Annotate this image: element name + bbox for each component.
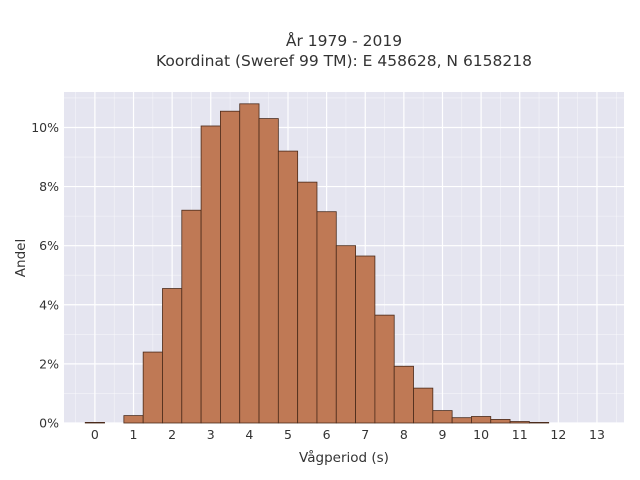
y-tick-label: 0% (39, 416, 59, 431)
x-tick-label: 12 (550, 427, 566, 442)
title-line-2: Koordinat (Sweref 99 TM): E 458628, N 61… (156, 52, 532, 70)
histogram-bar (200, 125, 221, 424)
x-axis-title: Vågperiod (s) (299, 449, 389, 466)
x-axis-ticks: 0 1 2 3 4 5 6 7 8 9 10 11 12 13 (91, 427, 605, 442)
y-tick-label: 6% (39, 238, 59, 253)
x-tick-label: 11 (512, 427, 528, 442)
x-tick-label: 6 (323, 427, 331, 442)
histogram-bar (432, 410, 453, 424)
histogram-bar (162, 288, 183, 424)
histogram-bar (528, 422, 550, 424)
histogram-bar (220, 110, 241, 424)
x-tick-label: 0 (91, 427, 99, 442)
histogram-bar (393, 365, 414, 424)
histogram-bar (277, 150, 299, 424)
histogram-bar (258, 118, 279, 424)
y-tick-label: 4% (39, 297, 59, 312)
x-tick-label: 1 (130, 427, 138, 442)
chart-title: År 1979 - 2019 Koordinat (Sweref 99 TM):… (156, 31, 532, 70)
x-tick-label: 7 (361, 427, 369, 442)
x-tick-label: 10 (473, 427, 489, 442)
histogram-bar (355, 255, 376, 424)
x-tick-label: 8 (400, 427, 408, 442)
histogram-bar (239, 103, 260, 424)
x-tick-label: 4 (245, 427, 253, 442)
histogram-bar (142, 351, 163, 424)
histogram-bar (84, 422, 105, 424)
histogram-bar (490, 419, 511, 424)
y-tick-label: 8% (39, 179, 59, 194)
x-tick-label: 9 (439, 427, 447, 442)
histogram-bar (471, 416, 492, 424)
histogram-bar (123, 415, 144, 424)
y-axis-ticks: 0% 2% 4% 6% 8% 10% (31, 120, 59, 431)
histogram-bar (316, 211, 337, 424)
bars (84, 103, 550, 424)
x-tick-label: 2 (168, 427, 176, 442)
histogram-bar (451, 417, 472, 424)
x-tick-label: 5 (284, 427, 292, 442)
x-tick-label: 13 (589, 427, 605, 442)
y-axis-title: Andel (13, 239, 29, 277)
y-tick-label: 2% (39, 356, 59, 371)
histogram-bar (297, 181, 318, 424)
y-tick-label: 10% (31, 120, 59, 135)
title-line-1: År 1979 - 2019 (286, 31, 402, 50)
histogram-bar (374, 314, 395, 424)
histogram-bar (181, 209, 202, 424)
histogram-bar (335, 245, 356, 424)
histogram-bar (509, 421, 530, 424)
x-tick-label: 3 (207, 427, 215, 442)
histogram-bar (413, 387, 434, 424)
